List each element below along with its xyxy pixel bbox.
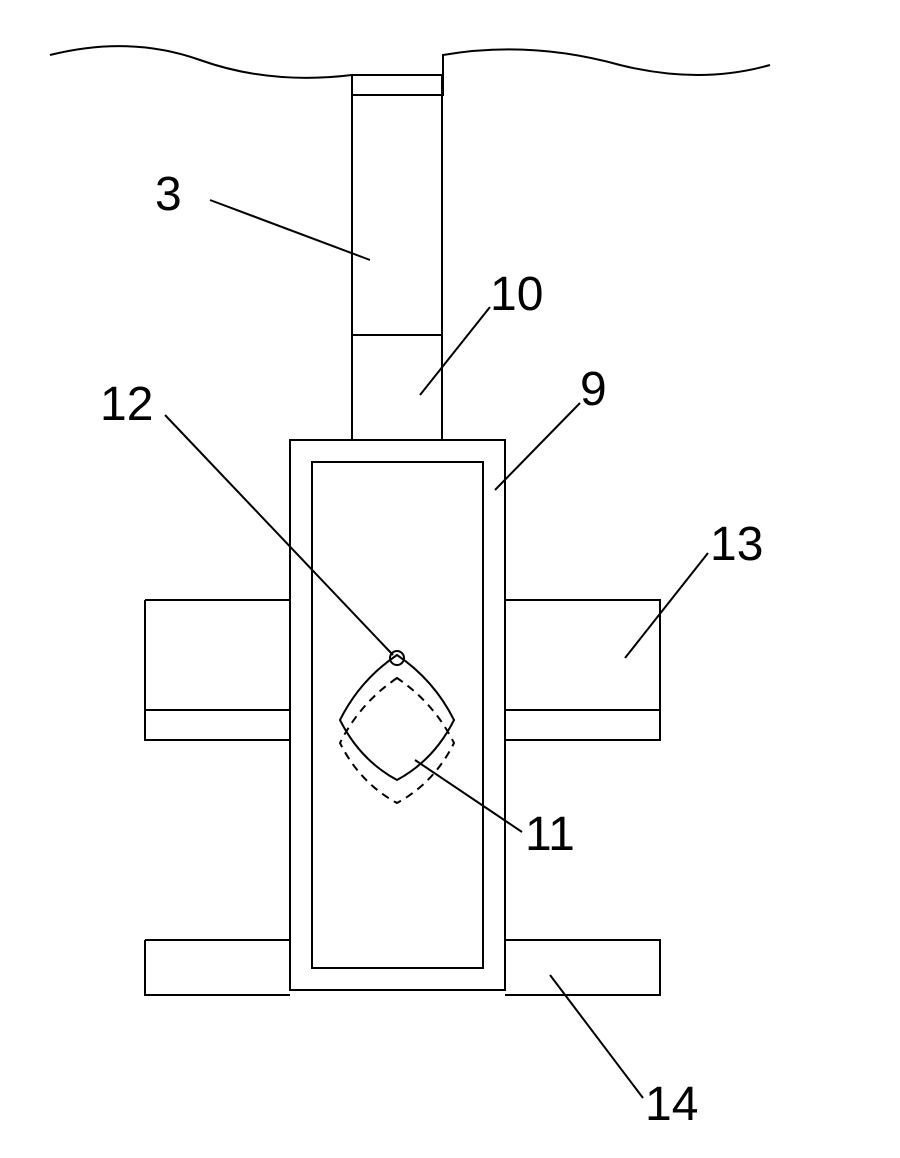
upper-crossbar-right bbox=[505, 600, 660, 740]
lower-crossbar-right bbox=[505, 940, 660, 995]
label-13: 13 bbox=[710, 518, 763, 571]
label-11: 11 bbox=[525, 808, 575, 861]
wavy-boundary bbox=[50, 46, 770, 95]
label-3: 3 bbox=[155, 168, 182, 221]
leader-14 bbox=[550, 975, 643, 1098]
outer-housing bbox=[290, 440, 505, 990]
label-14: 14 bbox=[645, 1078, 698, 1131]
label-9: 9 bbox=[580, 363, 607, 416]
leader-3 bbox=[210, 200, 370, 260]
leader-10 bbox=[420, 307, 490, 395]
leader-13 bbox=[625, 553, 708, 658]
upper-crossbar-left bbox=[145, 600, 290, 740]
leader-9 bbox=[495, 403, 580, 490]
technical-diagram: 3 10 12 9 13 11 14 bbox=[0, 0, 900, 1158]
lower-crossbar-left bbox=[145, 940, 290, 995]
label-10: 10 bbox=[490, 268, 543, 321]
label-12: 12 bbox=[100, 378, 153, 431]
shaft-element bbox=[352, 75, 442, 335]
